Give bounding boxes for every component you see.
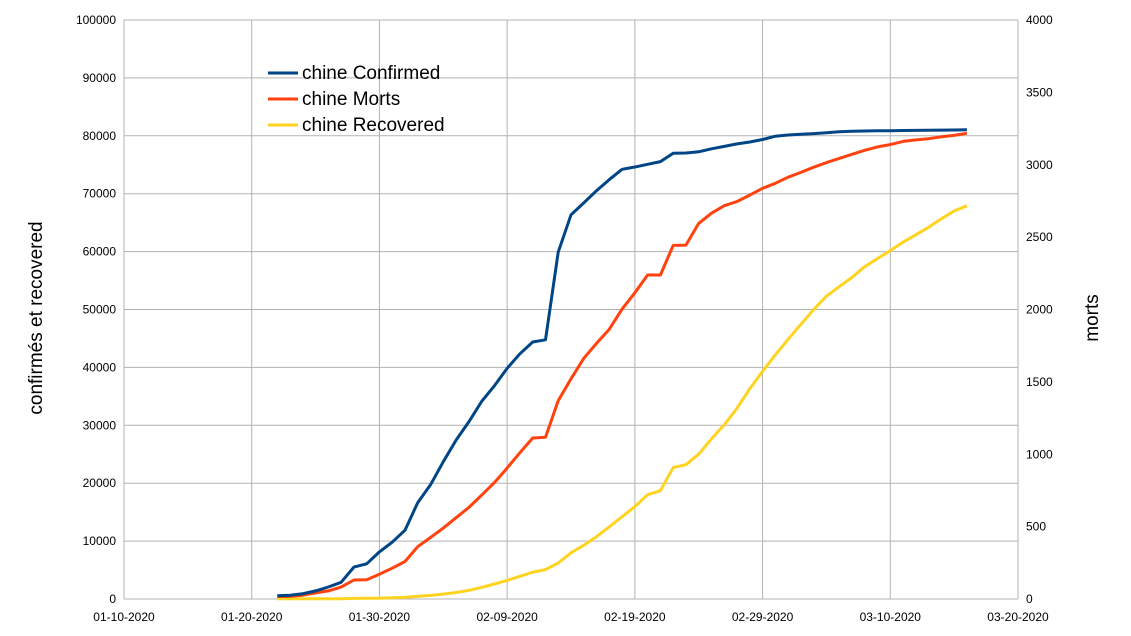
x-tick-label: 01-10-2020 xyxy=(93,610,155,624)
y-tick-label: 100000 xyxy=(76,13,116,27)
legend: chine Confirmed chine Morts chine Recove… xyxy=(268,63,445,136)
y2-tick-label: 2500 xyxy=(1026,230,1053,244)
x-tick-label: 02-09-2020 xyxy=(476,610,538,624)
y2-tick-label: 4000 xyxy=(1026,13,1053,27)
tick-labels: 0100002000030000400005000060000700008000… xyxy=(76,13,1053,624)
y-tick-label: 50000 xyxy=(83,303,117,317)
y-axis-title-right: morts xyxy=(1082,294,1103,342)
y2-tick-label: 1000 xyxy=(1026,447,1053,461)
y-tick-label: 60000 xyxy=(83,245,117,259)
y2-tick-label: 0 xyxy=(1026,592,1033,606)
y2-tick-label: 2000 xyxy=(1026,303,1053,317)
x-tick-label: 02-19-2020 xyxy=(604,610,666,624)
x-tick-label: 01-20-2020 xyxy=(221,610,283,624)
y-tick-label: 0 xyxy=(109,592,116,606)
series-lines xyxy=(277,128,968,601)
y2-tick-label: 3000 xyxy=(1026,158,1053,172)
y-tick-label: 40000 xyxy=(83,360,117,374)
axes xyxy=(123,20,1019,600)
x-tick-label: 01-30-2020 xyxy=(349,610,411,624)
series-line-confirmed xyxy=(277,128,967,598)
legend-label-confirmed: chine Confirmed xyxy=(302,63,440,84)
x-tick-label: 02-29-2020 xyxy=(732,610,794,624)
y2-tick-label: 500 xyxy=(1026,520,1046,534)
legend-label-morts: chine Morts xyxy=(302,89,400,110)
y-tick-label: 90000 xyxy=(83,71,117,85)
x-tick-label: 03-20-2020 xyxy=(987,610,1049,624)
series-line-recovered xyxy=(277,204,968,601)
y-tick-label: 20000 xyxy=(83,476,117,490)
y-tick-label: 10000 xyxy=(83,534,117,548)
y-tick-label: 80000 xyxy=(83,129,117,143)
y-tick-label: 30000 xyxy=(83,418,117,432)
series-line-morts xyxy=(277,131,968,598)
x-tick-label: 03-10-2020 xyxy=(860,610,922,624)
legend-label-recovered: chine Recovered xyxy=(302,115,445,136)
y2-tick-label: 1500 xyxy=(1026,375,1053,389)
y-tick-label: 70000 xyxy=(83,187,117,201)
y2-tick-label: 3500 xyxy=(1026,85,1053,99)
y-axis-title-left: confirmés et recovered xyxy=(26,221,47,414)
